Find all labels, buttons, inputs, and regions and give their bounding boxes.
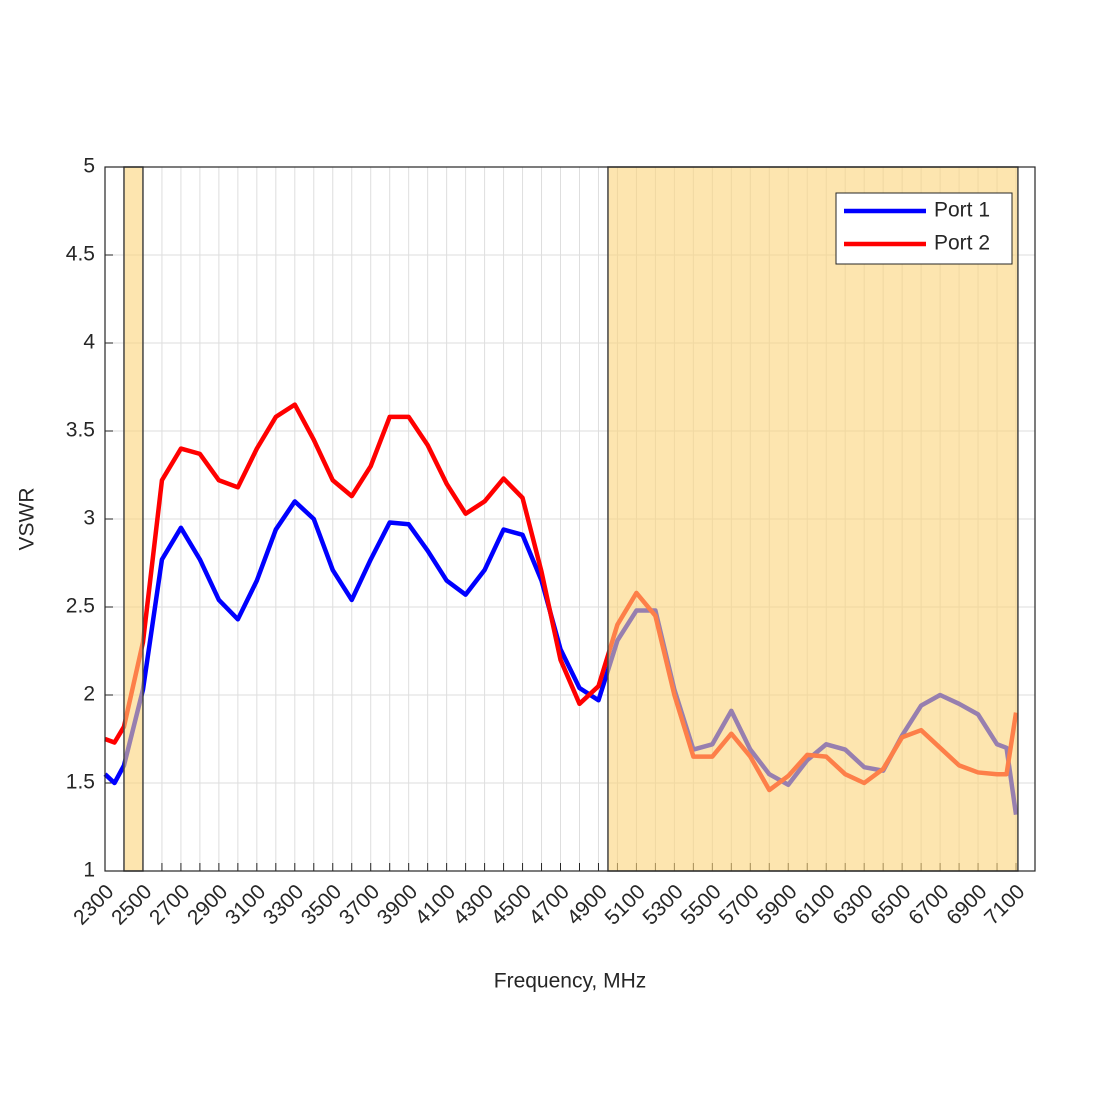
x-axis-label: Frequency, MHz — [494, 970, 647, 993]
shaded-band — [607, 166, 1019, 872]
y-tick-label: 4 — [83, 331, 95, 354]
y-tick-label: 4.5 — [66, 243, 95, 266]
y-axis-label: VSWR — [16, 488, 39, 551]
y-tick-label: 2.5 — [66, 595, 95, 618]
shaded-band — [123, 166, 144, 872]
legend-box — [835, 192, 1013, 265]
y-tick-label: 5 — [83, 155, 95, 178]
y-tick-label: 3.5 — [66, 419, 95, 442]
y-tick-label: 1 — [83, 859, 95, 882]
legend-label: Port 2 — [934, 232, 990, 255]
y-tick-label: 3 — [83, 507, 95, 530]
plot-frame — [104, 166, 1036, 872]
legend-label: Port 1 — [934, 199, 990, 222]
y-tick-label: 1.5 — [66, 771, 95, 794]
y-tick-label: 2 — [83, 683, 95, 706]
